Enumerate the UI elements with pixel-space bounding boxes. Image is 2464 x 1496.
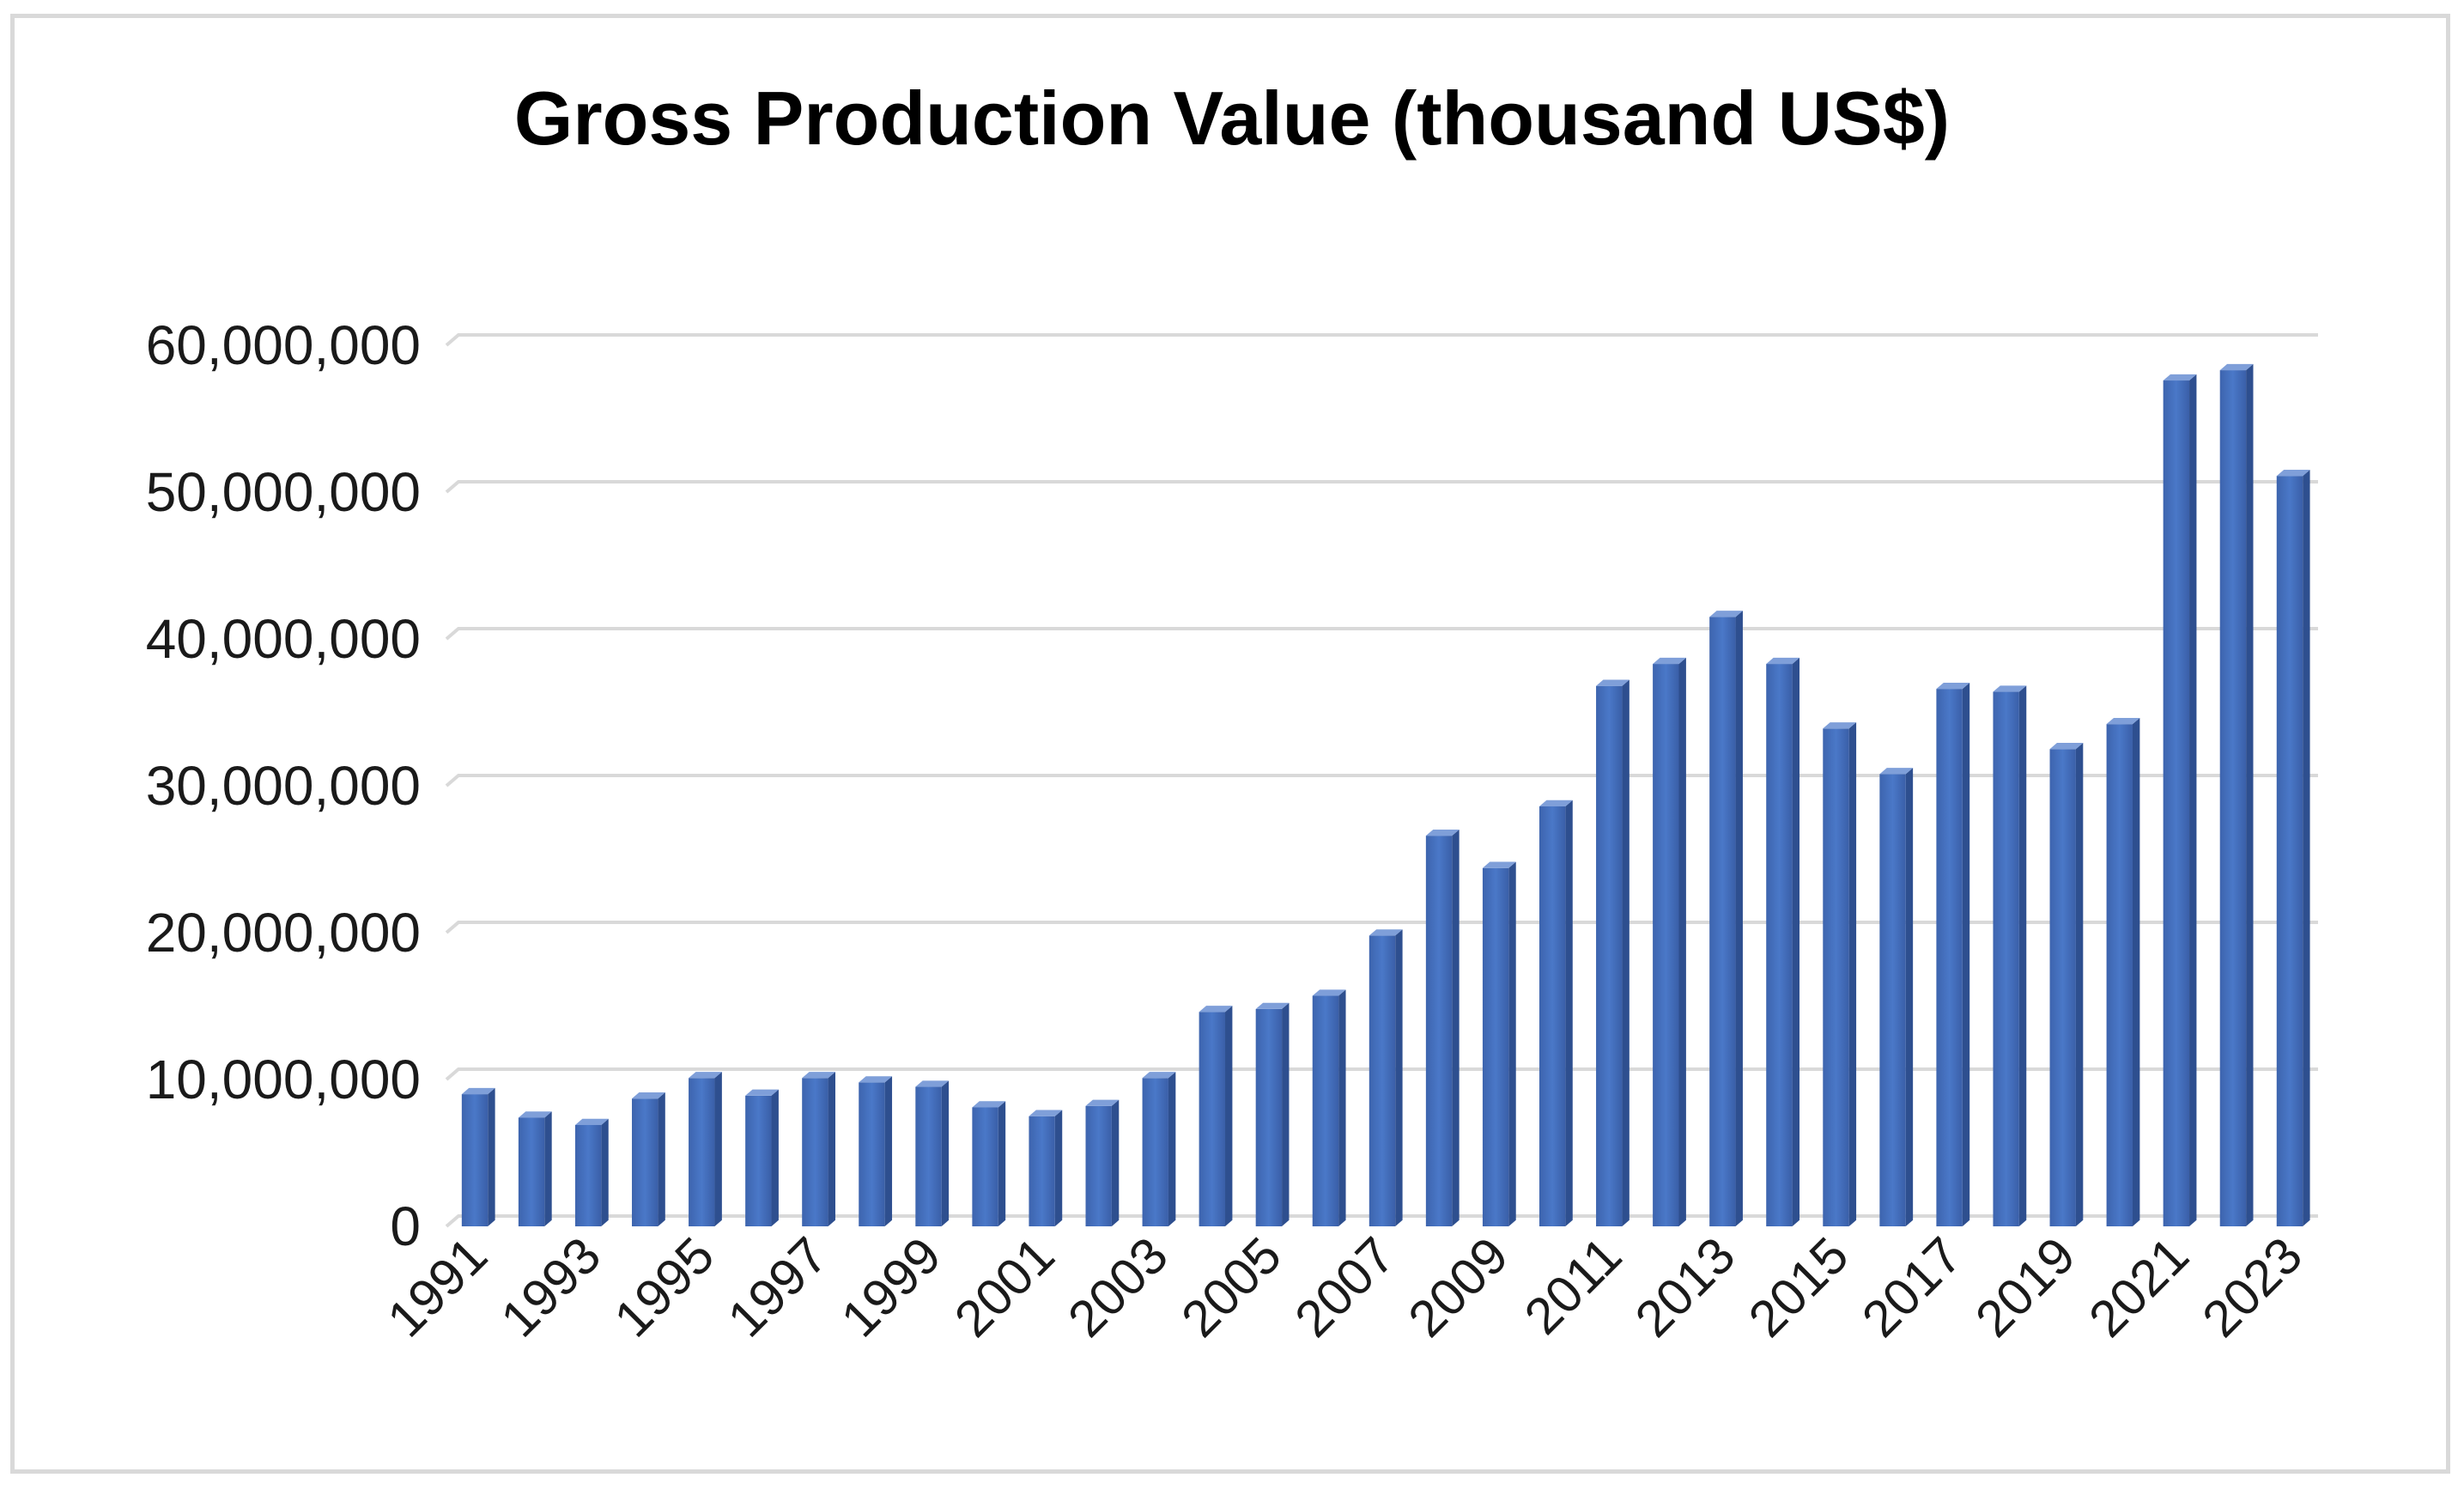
gridline: [445, 1214, 2318, 1228]
y-tick-label: 40,000,000: [146, 608, 421, 670]
bar: [1653, 657, 1686, 1226]
y-tick-label: 20,000,000: [146, 902, 421, 964]
x-tick-label: 2005: [1170, 1226, 1292, 1348]
x-axis-ticks: 1991199319951997199920012003200520072009…: [376, 1226, 2313, 1348]
bar: [1085, 1099, 1120, 1226]
gridline: [445, 333, 2318, 347]
bar: [1993, 685, 2027, 1226]
bar: [1255, 1002, 1290, 1226]
bar: [1142, 1072, 1176, 1226]
gridline: [445, 1067, 2318, 1081]
bar: [1936, 682, 1970, 1226]
x-tick-label: 2017: [1851, 1226, 1973, 1348]
bar: [1596, 679, 1630, 1226]
x-tick-label: 1999: [830, 1226, 952, 1348]
bar: [461, 1087, 495, 1226]
y-axis-ticks: 0 10,000,000 20,000,000 30,000,000 40,000,00…: [146, 314, 421, 1257]
bar: [1029, 1110, 1063, 1226]
bars: [461, 363, 2310, 1227]
bar: [2219, 363, 2254, 1226]
x-tick-label: 1997: [717, 1226, 839, 1348]
y-tick-label: 30,000,000: [146, 755, 421, 817]
gridline: [445, 774, 2318, 788]
bar: [632, 1092, 665, 1226]
x-tick-label: 2003: [1057, 1226, 1179, 1348]
x-tick-label: 1993: [490, 1226, 612, 1348]
bar: [859, 1076, 893, 1226]
bar: [1312, 989, 1346, 1226]
x-tick-label: 2015: [1738, 1226, 1860, 1348]
gridline: [445, 921, 2318, 934]
bar: [1369, 929, 1403, 1226]
x-tick-label: 2023: [2191, 1226, 2313, 1348]
x-tick-label: 2009: [1398, 1226, 1520, 1348]
bar: [2049, 743, 2084, 1226]
bar: [972, 1101, 1006, 1226]
bar: [1482, 861, 1516, 1226]
x-tick-label: 2011: [1514, 1226, 1633, 1346]
bar: [689, 1072, 722, 1226]
bar: [1425, 829, 1460, 1226]
x-tick-label: 2001: [944, 1226, 1065, 1348]
y-tick-label: 0: [390, 1195, 421, 1257]
bar: [2163, 374, 2197, 1227]
bar: [1766, 657, 1800, 1226]
bar: [2276, 469, 2310, 1226]
y-tick-label: 60,000,000: [146, 314, 421, 376]
x-tick-label: 2019: [1964, 1226, 2086, 1348]
x-tick-label: 2021: [2078, 1226, 2200, 1348]
bar: [745, 1089, 779, 1226]
x-tick-label: 2013: [1624, 1226, 1746, 1348]
bar: [915, 1080, 950, 1226]
x-tick-label: 2007: [1284, 1226, 1405, 1348]
bar: [2106, 717, 2140, 1226]
chart-frame: [10, 14, 2450, 1474]
y-tick-label: 50,000,000: [146, 461, 421, 523]
gridline: [445, 480, 2318, 494]
bar: [1709, 611, 1743, 1226]
bar: [518, 1111, 552, 1226]
gridline: [445, 627, 2318, 641]
y-tick-label: 10,000,000: [146, 1049, 421, 1110]
gridlines: [445, 333, 2318, 1228]
bar: [1879, 768, 1914, 1226]
bar: [1538, 800, 1573, 1226]
bar: [1199, 1006, 1233, 1226]
bar: [1823, 722, 1857, 1226]
bar: [574, 1118, 609, 1226]
bar: [802, 1072, 835, 1226]
chart-title: Gross Production Value (thousand US$): [514, 76, 1950, 161]
x-tick-label: 1995: [604, 1226, 725, 1348]
